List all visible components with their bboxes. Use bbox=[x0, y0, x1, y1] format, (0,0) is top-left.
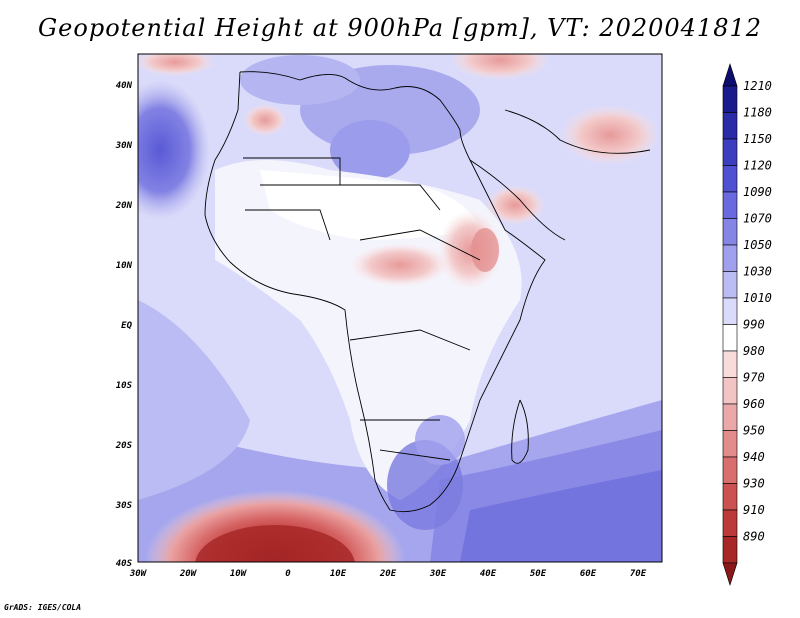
colorbar-swatch bbox=[722, 165, 738, 193]
colorbar-swatch bbox=[722, 85, 738, 113]
colorbar-swatch bbox=[722, 191, 738, 219]
colorbar-label: 1030 bbox=[743, 265, 772, 279]
lon-label: 70E bbox=[630, 569, 647, 579]
height-field bbox=[138, 54, 662, 562]
colorbar-swatch bbox=[722, 244, 738, 272]
lon-label: 10W bbox=[230, 569, 248, 579]
colorbar-swatch bbox=[722, 324, 738, 352]
colorbar-swatch bbox=[722, 483, 738, 511]
colorbar-swatch bbox=[722, 456, 738, 484]
lon-label: 50E bbox=[530, 569, 547, 579]
lat-label: EQ bbox=[121, 321, 132, 331]
lon-label: 0 bbox=[285, 569, 291, 579]
colorbar-arrow-bottom bbox=[722, 562, 738, 586]
lon-label: 20E bbox=[379, 569, 397, 579]
colorbar-swatch bbox=[722, 377, 738, 405]
colorbar-label: 1070 bbox=[743, 212, 772, 226]
colorbar-arrow-top bbox=[722, 63, 738, 87]
lat-label: 10N bbox=[116, 261, 133, 271]
colorbar-label: 890 bbox=[743, 530, 765, 544]
colorbar-swatch bbox=[722, 403, 738, 431]
colorbar-label: 1090 bbox=[743, 185, 772, 199]
lat-label: 40S bbox=[116, 559, 133, 569]
colorbar-label: 1120 bbox=[743, 159, 772, 173]
colorbar-label: 910 bbox=[743, 503, 765, 517]
lat-label: 10S bbox=[116, 381, 133, 391]
colorbar-swatch bbox=[722, 509, 738, 537]
lat-label: 40N bbox=[116, 81, 133, 91]
lon-label: 10E bbox=[330, 569, 347, 579]
colorbar-swatch bbox=[722, 430, 738, 458]
lon-label: 60E bbox=[580, 569, 597, 579]
colorbar: 1210 1180 1150 1120 1090 1070 1050 1030 1010 990 9… bbox=[722, 63, 772, 586]
lat-axis: 40N 30N 20N 10N EQ 10S 20S 30S 40S bbox=[115, 81, 133, 569]
colorbar-swatch bbox=[722, 218, 738, 246]
colorbar-label: 950 bbox=[743, 424, 765, 438]
lon-label: 20W bbox=[179, 569, 198, 579]
colorbar-swatch bbox=[722, 297, 738, 325]
colorbar-label: 1010 bbox=[743, 291, 772, 305]
lon-axis: 30W 20W 10W 0 10E 20E 30E 40E 50E 60E 70… bbox=[129, 569, 647, 579]
lat-label: 20N bbox=[115, 201, 133, 211]
lat-label: 30N bbox=[115, 141, 133, 151]
colorbar-label: 980 bbox=[743, 344, 765, 358]
lat-label: 20S bbox=[115, 441, 133, 451]
colorbar-label: 1180 bbox=[743, 106, 772, 120]
lon-label: 30E bbox=[429, 569, 447, 579]
lon-label: 40E bbox=[480, 569, 497, 579]
colorbar-swatch bbox=[722, 271, 738, 299]
lat-label: 30S bbox=[115, 501, 133, 511]
colorbar-swatch bbox=[722, 536, 738, 564]
colorbar-label: 970 bbox=[743, 371, 765, 385]
colorbar-label: 960 bbox=[743, 397, 765, 411]
colorbar-label: 1150 bbox=[743, 132, 772, 146]
colorbar-label: 940 bbox=[743, 450, 765, 464]
lon-label: 30W bbox=[129, 569, 148, 579]
colorbar-swatch bbox=[722, 350, 738, 378]
colorbar-label: 1210 bbox=[743, 79, 772, 93]
credit-label: GrADS: IGES/COLA bbox=[4, 603, 82, 612]
colorbar-label: 930 bbox=[743, 477, 765, 491]
colorbar-swatch bbox=[722, 112, 738, 140]
colorbar-label: 1050 bbox=[743, 238, 772, 252]
colorbar-swatch bbox=[722, 138, 738, 166]
chart-title: Geopotential Height at 900hPa [gpm], VT:… bbox=[38, 14, 762, 42]
colorbar-label: 990 bbox=[743, 318, 765, 332]
